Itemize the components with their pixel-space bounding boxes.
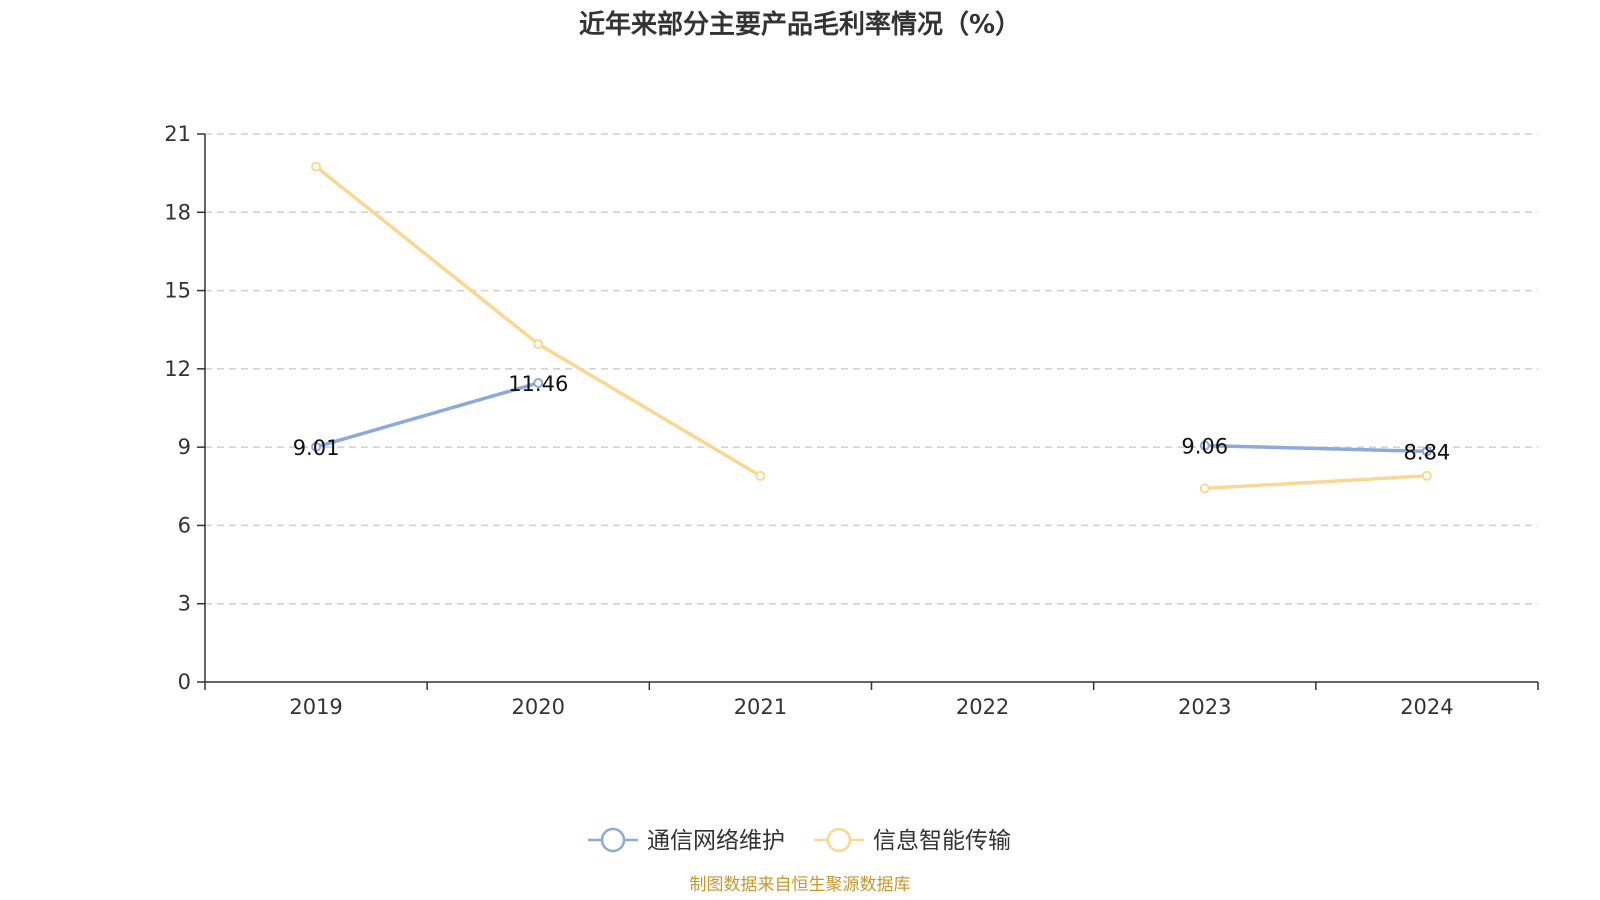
series-line xyxy=(1204,474,1428,491)
data-label: 11.46 xyxy=(508,372,568,396)
source-note: 制图数据来自恒生聚源数据库 xyxy=(690,875,911,895)
data-labels: 9.01 11.46 9.06 8.84 xyxy=(293,372,1451,464)
data-point[interactable] xyxy=(1199,440,1210,451)
data-point[interactable] xyxy=(1421,446,1432,457)
x-tick-label: 2020 xyxy=(512,695,565,719)
grid-lines xyxy=(205,133,1538,605)
data-point[interactable] xyxy=(533,339,544,350)
legend-marker xyxy=(826,827,852,853)
legend-item-2[interactable]: 信息智能传输 xyxy=(814,827,1011,854)
y-tick-label: 0 xyxy=(178,670,191,694)
series-1 xyxy=(311,377,1432,457)
data-label: 9.06 xyxy=(1181,435,1228,459)
series-lines xyxy=(311,161,1432,494)
data-point[interactable] xyxy=(755,470,766,481)
x-tick-label: 2022 xyxy=(956,695,1009,719)
data-label: 8.84 xyxy=(1404,440,1451,464)
x-tick-label: 2024 xyxy=(1400,695,1453,719)
data-point[interactable] xyxy=(1421,470,1432,481)
series-line xyxy=(315,381,539,449)
y-tick-label: 15 xyxy=(164,279,191,303)
series-2 xyxy=(311,161,1432,494)
y-tick-label: 3 xyxy=(178,592,191,616)
axes: 0 3 6 9 12 15 18 21 2019 2020 2021 2022 2023 2024 xyxy=(164,122,1539,719)
legend: 通信网络维护 信息智能传输 xyxy=(588,827,1011,854)
y-tick-label: 6 xyxy=(178,513,191,537)
data-point[interactable] xyxy=(533,377,544,388)
y-tick-label: 9 xyxy=(178,435,191,459)
legend-label: 信息智能传输 xyxy=(873,828,1011,854)
legend-marker xyxy=(600,827,626,853)
legend-label: 通信网络维护 xyxy=(647,828,785,854)
x-tick-label: 2019 xyxy=(289,695,342,719)
data-point[interactable] xyxy=(311,441,322,452)
y-tick-label: 12 xyxy=(164,357,191,381)
y-tick-label: 18 xyxy=(164,200,191,224)
data-label: 9.01 xyxy=(293,436,340,460)
data-point[interactable] xyxy=(1199,483,1210,494)
legend-item-1[interactable]: 通信网络维护 xyxy=(588,827,785,854)
x-tick-label: 2021 xyxy=(734,695,787,719)
series-line xyxy=(1204,443,1427,454)
data-point[interactable] xyxy=(311,161,322,172)
x-tick-label: 2023 xyxy=(1178,695,1231,719)
y-tick-label: 21 xyxy=(164,122,191,146)
chart-title: 近年来部分主要产品毛利率情况（%） xyxy=(579,9,1021,40)
